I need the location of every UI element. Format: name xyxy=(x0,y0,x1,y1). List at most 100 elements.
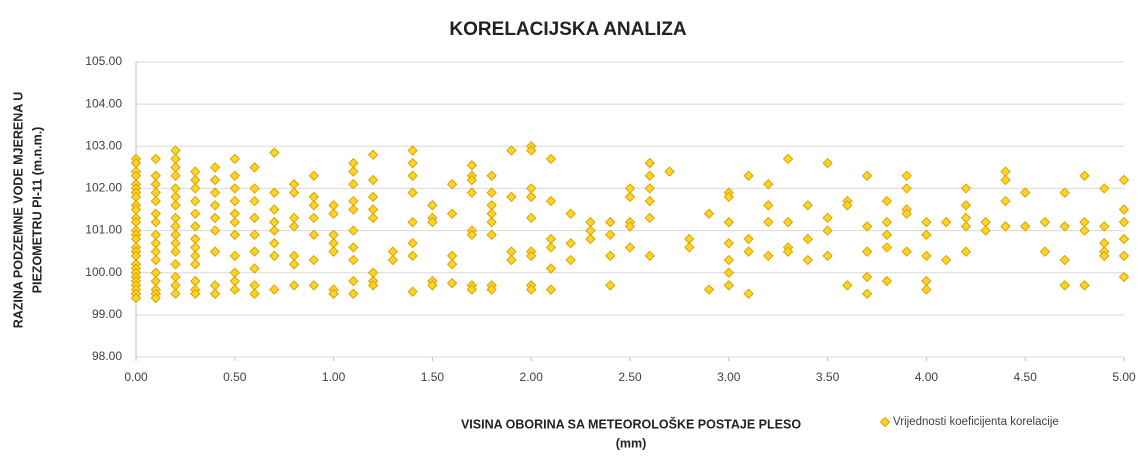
point xyxy=(960,221,972,232)
point xyxy=(170,280,181,291)
point xyxy=(308,191,320,203)
point xyxy=(229,216,241,228)
point xyxy=(269,187,280,198)
point xyxy=(190,174,201,186)
point xyxy=(525,212,537,224)
point xyxy=(1099,238,1110,249)
point xyxy=(190,183,201,194)
point xyxy=(328,238,339,249)
point xyxy=(446,259,458,270)
point xyxy=(1099,250,1110,262)
point xyxy=(446,250,458,262)
point xyxy=(881,275,893,287)
point xyxy=(743,170,754,181)
point xyxy=(1000,221,1011,232)
point xyxy=(229,284,241,295)
point xyxy=(209,212,221,224)
point xyxy=(506,145,517,156)
point xyxy=(1099,183,1110,194)
point xyxy=(940,216,952,228)
point xyxy=(763,179,774,190)
point xyxy=(328,200,339,211)
y-tick-label: 98.00 xyxy=(92,349,122,363)
point xyxy=(960,183,972,194)
point xyxy=(644,183,655,194)
point xyxy=(249,280,260,291)
point xyxy=(130,292,142,304)
point xyxy=(802,200,814,211)
point xyxy=(407,170,418,181)
point xyxy=(605,250,616,262)
point xyxy=(506,191,517,203)
point xyxy=(980,225,991,236)
point xyxy=(763,200,774,211)
point xyxy=(367,204,379,215)
point xyxy=(328,208,339,219)
x-tick-label: 2.50 xyxy=(618,370,642,384)
point xyxy=(723,267,735,278)
x-tick-label: 1.50 xyxy=(421,370,445,384)
x-tick-label: 2.00 xyxy=(520,370,544,384)
point xyxy=(308,229,320,240)
point xyxy=(387,246,399,257)
x-tick-label: 4.50 xyxy=(1014,370,1038,384)
point xyxy=(150,208,161,219)
legend-marker xyxy=(879,416,891,428)
x-tick-label: 3.50 xyxy=(816,370,840,384)
point xyxy=(328,229,339,240)
point xyxy=(585,216,596,228)
point xyxy=(644,250,655,262)
point xyxy=(1099,221,1110,232)
point xyxy=(229,170,241,181)
point xyxy=(743,233,754,245)
point xyxy=(723,254,735,266)
point xyxy=(150,246,161,257)
point xyxy=(249,246,260,257)
point xyxy=(703,284,715,295)
point xyxy=(288,187,300,198)
point xyxy=(545,263,557,274)
point xyxy=(565,208,576,219)
point xyxy=(664,166,675,177)
point xyxy=(763,216,774,228)
point xyxy=(308,280,320,291)
point xyxy=(486,208,497,219)
y-tick-label: 100.00 xyxy=(85,265,122,279)
point xyxy=(288,212,300,224)
point xyxy=(960,212,972,224)
point xyxy=(170,229,181,240)
point xyxy=(190,221,201,232)
point xyxy=(288,179,300,190)
point xyxy=(921,216,932,228)
point xyxy=(249,183,260,194)
point xyxy=(684,242,695,253)
point xyxy=(901,208,912,219)
point xyxy=(190,242,201,253)
point xyxy=(170,246,181,257)
point xyxy=(190,195,201,207)
point xyxy=(605,229,616,240)
point xyxy=(427,216,438,228)
point xyxy=(170,259,181,270)
point xyxy=(190,259,201,270)
point xyxy=(1118,216,1130,228)
point xyxy=(229,208,241,219)
point xyxy=(150,170,161,181)
point xyxy=(1019,221,1031,232)
point xyxy=(644,157,655,169)
y-tick-label: 103.00 xyxy=(85,138,122,152)
point xyxy=(229,229,241,240)
point xyxy=(367,212,379,224)
point xyxy=(1059,221,1070,232)
point xyxy=(190,275,201,287)
point xyxy=(209,200,221,211)
point xyxy=(190,233,201,245)
point xyxy=(190,250,201,262)
point xyxy=(387,254,399,266)
point xyxy=(1059,187,1070,198)
point xyxy=(269,216,280,228)
point xyxy=(209,225,221,236)
point xyxy=(624,191,636,203)
point xyxy=(525,284,537,295)
point xyxy=(170,162,181,173)
